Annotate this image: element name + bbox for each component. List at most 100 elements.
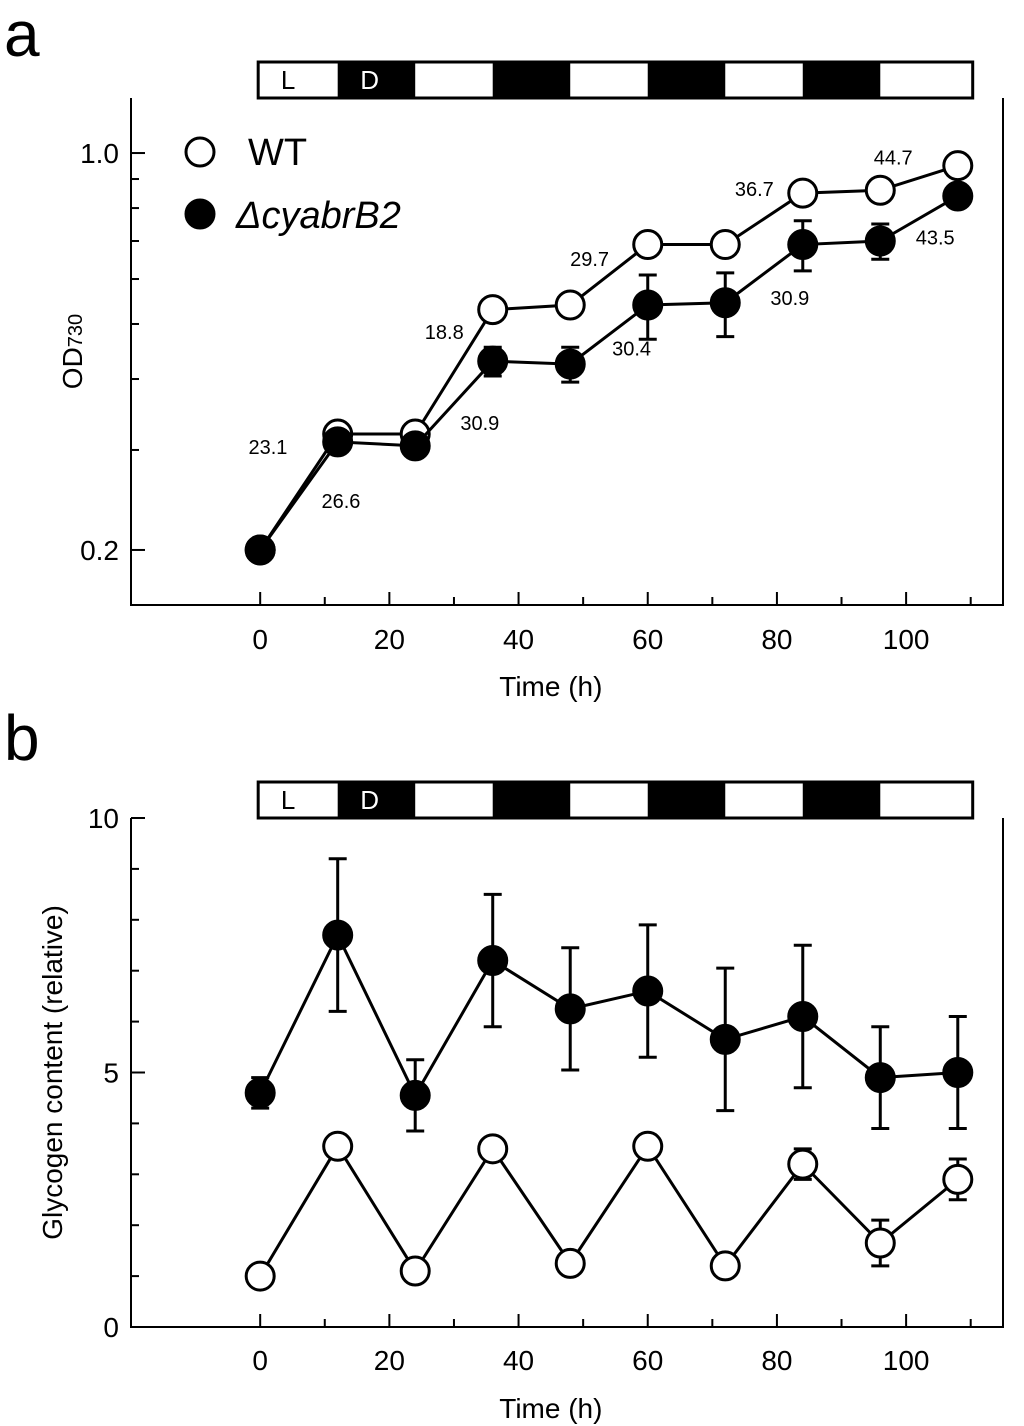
data-point — [864, 1227, 896, 1259]
data-point — [632, 229, 664, 261]
x-axis: 0 20 40 60 80 100 Time (h) — [252, 1314, 972, 1424]
x-tick-label: 80 — [761, 1345, 792, 1376]
x-axis-title: Time (h) — [499, 1393, 602, 1424]
panel-letter: a — [4, 0, 40, 70]
rate-annotation: 30.9 — [460, 413, 499, 435]
data-point — [709, 1023, 741, 1055]
light-label: L — [281, 785, 295, 815]
data-point — [787, 1001, 819, 1033]
data-point — [399, 1255, 431, 1287]
series-wt — [244, 1130, 974, 1292]
data-point — [942, 1057, 974, 1088]
data-point — [942, 150, 974, 182]
data-point — [477, 945, 509, 977]
legend-label-mutant: ΔcyabrB2 — [235, 195, 401, 237]
dark-period-1 — [337, 782, 416, 818]
y-axis: 1.0 0.2 OD730 — [57, 138, 145, 566]
data-point — [554, 1247, 586, 1279]
y-axis: 0 5 10 Glycogen content (relative) — [37, 803, 145, 1343]
data-point — [477, 345, 509, 377]
data-point — [632, 975, 664, 1007]
x-tick-label: 60 — [632, 624, 663, 655]
y-axis-title-sub: 730 — [65, 314, 87, 347]
data-point — [244, 1077, 276, 1109]
x-tick-label: 100 — [883, 1345, 930, 1376]
x-tick-label: 100 — [883, 624, 930, 655]
light-label: L — [281, 65, 295, 95]
data-point — [787, 177, 819, 209]
rate-annotation: 43.5 — [916, 228, 955, 250]
rate-annotation: 29.7 — [570, 249, 609, 271]
y-axis-title: OD730 — [57, 314, 88, 389]
series-line — [258, 194, 959, 551]
dark-period-2 — [492, 62, 571, 98]
dark-period-2 — [492, 782, 571, 818]
panel-letter: b — [4, 702, 40, 774]
x-tick-label: 0 — [252, 1345, 268, 1376]
data-point — [942, 180, 974, 212]
data-point — [244, 534, 276, 566]
data-point — [864, 225, 896, 257]
data-point — [787, 229, 819, 261]
legend-marker-mutant — [184, 198, 216, 230]
rate-annotation: 30.4 — [612, 339, 651, 361]
series-mutant — [244, 180, 974, 566]
y-tick-label: 0.2 — [80, 535, 119, 566]
y-tick-label: 10 — [88, 803, 119, 834]
data-point — [864, 1062, 896, 1094]
y-tick-label: 0 — [103, 1312, 119, 1343]
x-tick-label: 80 — [761, 624, 792, 655]
data-point — [399, 1079, 431, 1111]
data-point — [632, 1130, 664, 1162]
data-point — [477, 1133, 509, 1165]
data-point — [477, 294, 509, 326]
dark-period-4 — [802, 62, 881, 98]
data-point — [787, 1148, 819, 1180]
x-tick-label: 40 — [503, 1345, 534, 1376]
rate-annotation: 36.7 — [735, 179, 774, 201]
y-axis-title: Glycogen content (relative) — [37, 905, 68, 1240]
axes-frame — [130, 98, 1004, 606]
y-tick-label: 5 — [103, 1058, 119, 1089]
data-point — [942, 1163, 974, 1195]
data-point — [244, 1260, 276, 1292]
data-point — [322, 919, 354, 951]
legend: WT ΔcyabrB2 — [184, 132, 401, 237]
annotations: 23.1 26.6 18.8 30.9 30.4 29.7 30.9 36.7 44.7 43.5 — [248, 147, 954, 513]
data-point — [554, 289, 586, 321]
dark-period-1 — [337, 62, 416, 98]
x-tick-label: 40 — [503, 624, 534, 655]
x-tick-label: 0 — [252, 624, 268, 655]
series-line — [258, 1143, 959, 1277]
x-axis: 0 20 40 60 80 100 Time (h) — [252, 592, 972, 702]
data-point — [864, 174, 896, 206]
x-axis-title: Time (h) — [499, 671, 602, 702]
legend-label-wt: WT — [248, 132, 307, 174]
rate-annotation: 23.1 — [248, 437, 287, 459]
data-point — [554, 993, 586, 1025]
data-point — [709, 229, 741, 261]
dark-period-3 — [647, 62, 726, 98]
series-line — [258, 164, 959, 551]
data-point — [632, 289, 664, 321]
dark-period-3 — [647, 782, 726, 818]
data-point — [554, 348, 586, 380]
data-point — [399, 430, 431, 462]
data-point — [709, 1250, 741, 1282]
rate-annotation: 26.6 — [321, 491, 360, 513]
legend-marker-wt — [184, 136, 216, 168]
y-tick-label: 1.0 — [80, 138, 119, 169]
series-mutant — [244, 857, 974, 1133]
rate-annotation: 30.9 — [770, 288, 809, 310]
x-tick-label: 20 — [374, 1345, 405, 1376]
data-point — [322, 1130, 354, 1162]
data-point — [709, 287, 741, 319]
dark-label: D — [360, 65, 379, 95]
panel-b: b L D 0 20 40 60 80 100 Time (h) 0 5 10 Glycogen cont… — [4, 702, 1004, 1424]
x-tick-label: 60 — [632, 1345, 663, 1376]
data-point — [322, 426, 354, 458]
